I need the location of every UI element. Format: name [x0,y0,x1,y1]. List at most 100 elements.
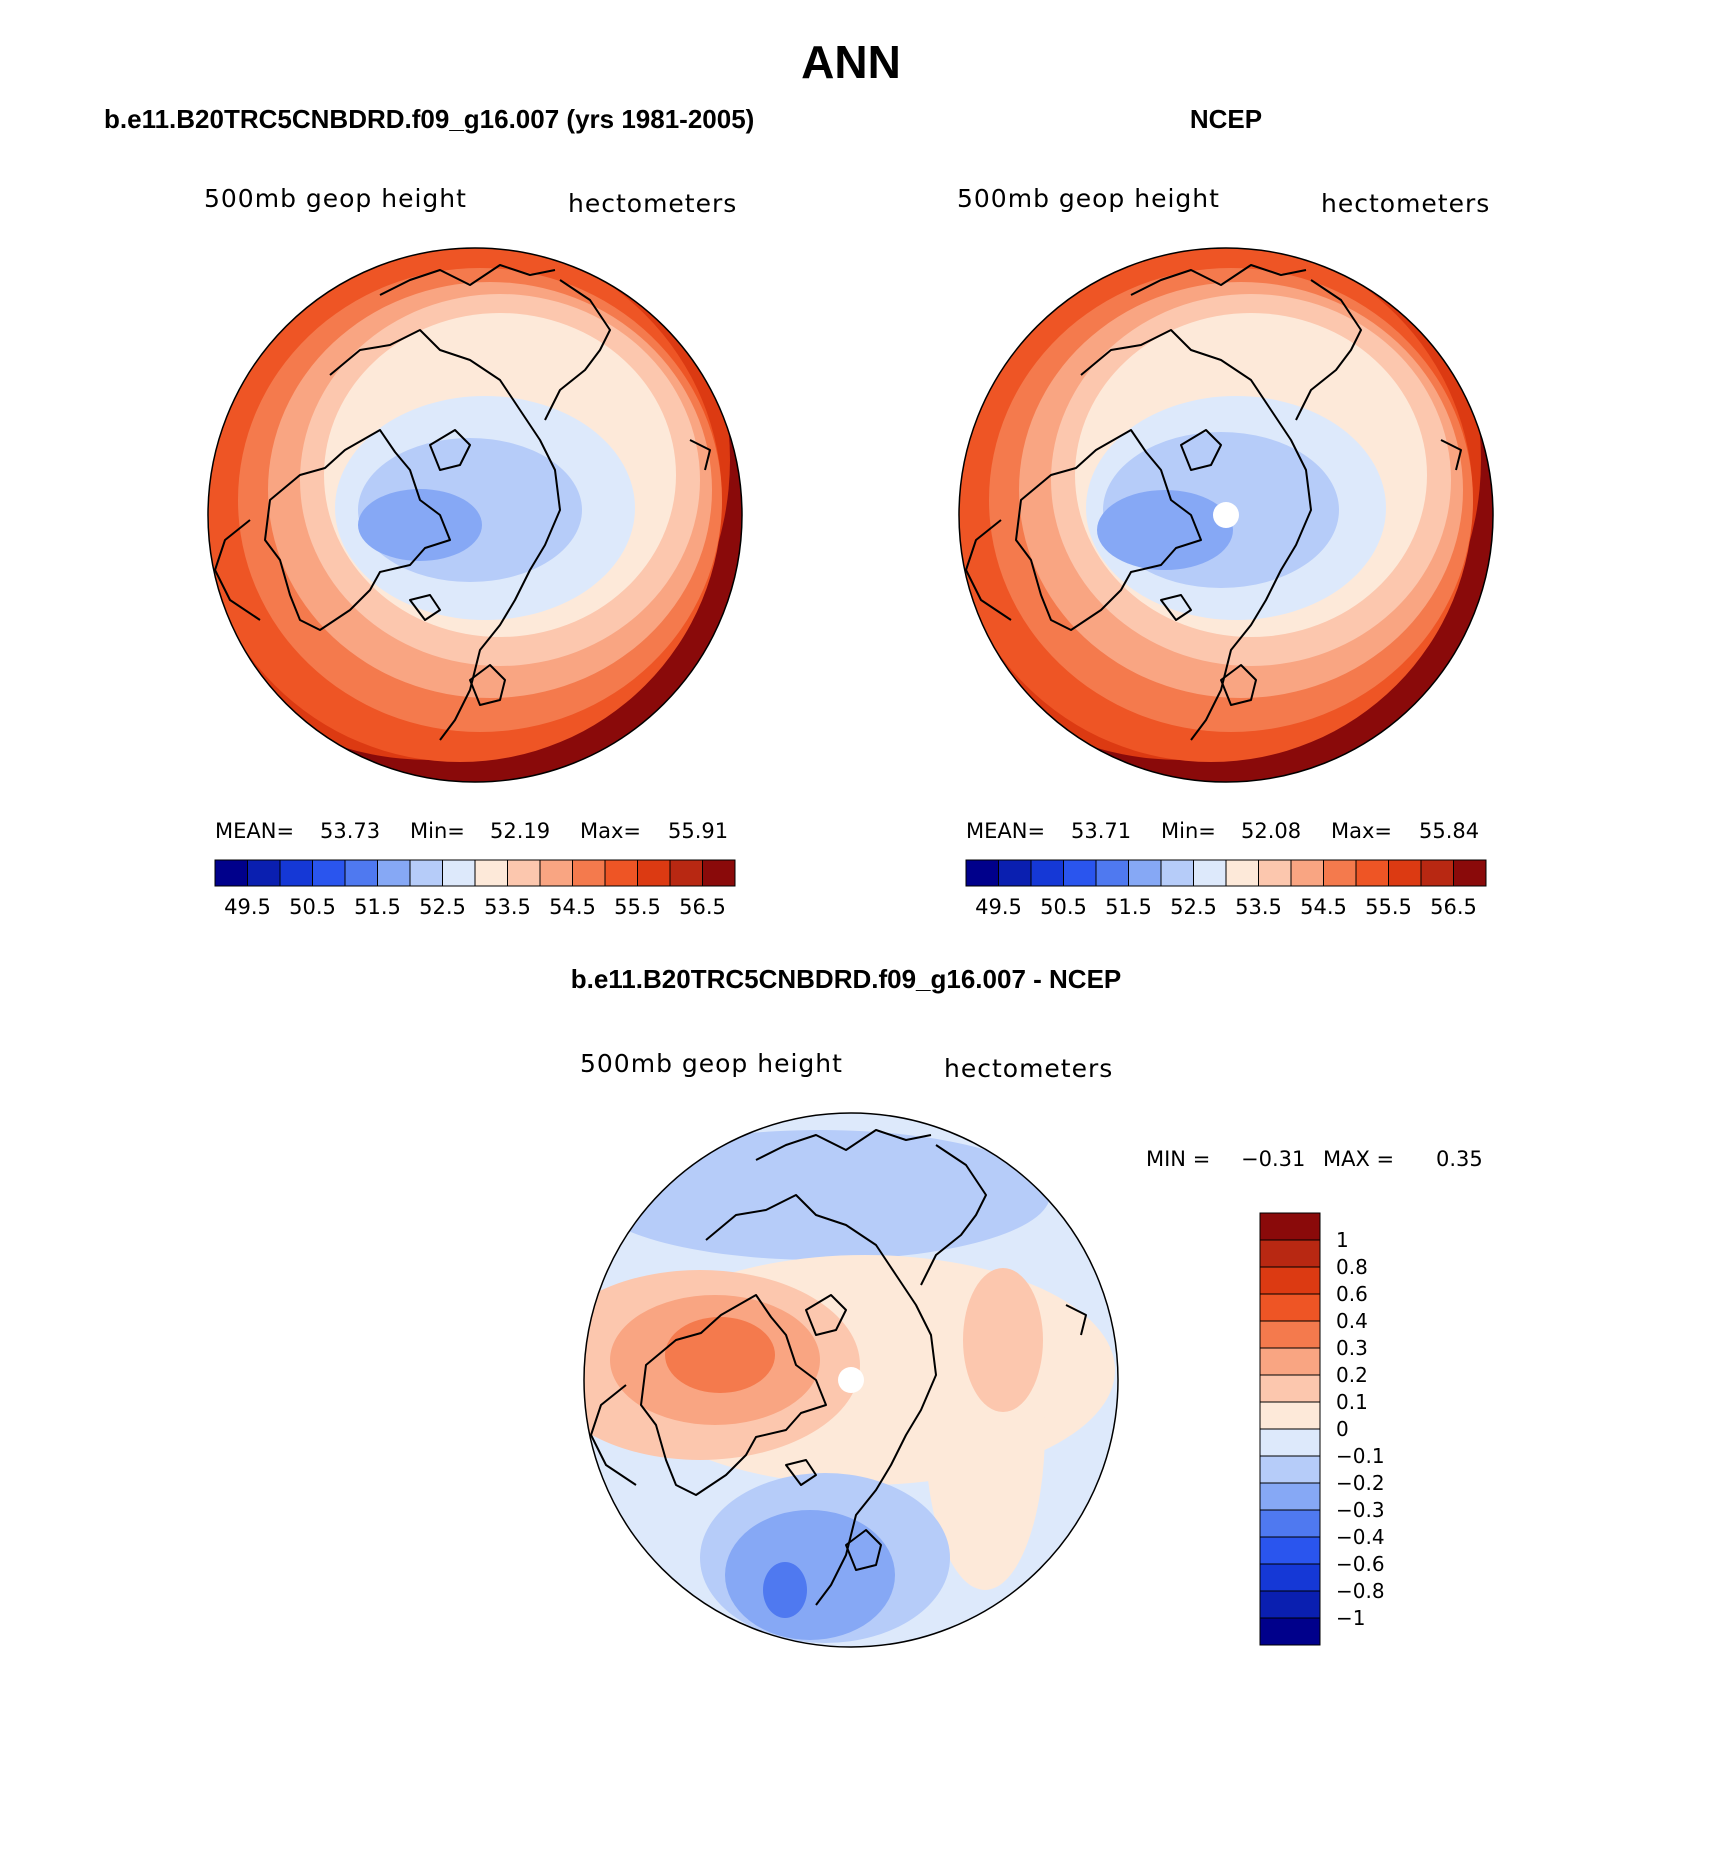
max-label: Max= [580,819,641,843]
colorbar-swatch [1259,1320,1321,1349]
colorbar-tick-label: 49.5 [975,895,1022,919]
colorbar-tick-label: 1 [1336,1228,1349,1252]
colorbar-tick-label: 56.5 [679,895,726,919]
colorbar-swatch [1290,859,1324,887]
mean-value: 53.71 [1071,819,1131,843]
colorbar-tick-label: 0.1 [1336,1390,1368,1414]
colorbar-swatch [1259,1293,1321,1322]
colorbar-swatch [1259,1617,1321,1646]
colorbar-tick-label: −0.2 [1336,1471,1385,1495]
colorbar-labels: 1 0.8 0.6 0.4 0.3 0.2 0.1 0 −0.1 −0.2 −0.3 −0.4 −0.6… [1336,1228,1385,1630]
contour-band [763,1562,807,1618]
units-label: hectometers [944,1054,1113,1083]
colorbar-swatch [1323,859,1357,887]
contour-band [358,489,482,561]
figure-title: ANN [801,36,901,88]
min-label: Min= [1161,819,1216,843]
colorbar-swatch [1258,859,1292,887]
max-label: Max= [1331,819,1392,843]
colorbar-tick-label: −0.4 [1336,1525,1385,1549]
map-border [207,247,743,783]
colorbar-swatch [702,859,736,887]
map-border [958,247,1494,783]
colorbar-swatch [1259,1509,1321,1538]
colorbar-swatch [344,859,378,887]
colorbar [1259,1212,1321,1646]
colorbar-swatch [442,859,476,887]
colorbar-swatch [1388,859,1422,887]
colorbar [214,859,736,887]
colorbar-tick-label: 51.5 [1105,895,1152,919]
colorbar-tick-label: 49.5 [224,895,271,919]
colorbar-tick-label: 55.5 [614,895,661,919]
panel-header: NCEP [1190,104,1262,134]
colorbar-tick-label: 50.5 [1040,895,1087,919]
colorbar-swatch [539,859,573,887]
panel-header: b.e11.B20TRC5CNBDRD.f09_g16.007 (yrs 198… [104,104,754,134]
colorbar-swatch [1128,859,1162,887]
colorbar-tick-label: 55.5 [1365,895,1412,919]
colorbar-tick-label: −0.6 [1336,1552,1385,1576]
contour-band [963,1268,1043,1412]
coastlines [590,1129,1087,1606]
colorbar-swatch [998,859,1032,887]
min-label: MIN = [1146,1147,1210,1171]
units-label: hectometers [568,189,737,218]
colorbar-swatch [1259,1590,1321,1619]
colorbar-swatch [1259,1374,1321,1403]
colorbar-tick-label: −0.3 [1336,1498,1385,1522]
stats-line: MEAN= 53.71 Min= 52.08 Max= 55.84 [966,819,1479,843]
colorbar-tick-label: 0.8 [1336,1255,1368,1279]
colorbar-swatch [1259,1563,1321,1592]
colorbar-tick-label: 54.5 [549,895,596,919]
colorbar-swatch [1259,1536,1321,1565]
stats-line: MIN = −0.31 MAX = 0.35 [1146,1147,1483,1171]
colorbar [965,859,1487,887]
colorbar-tick-label: 50.5 [289,895,336,919]
colorbar-tick-label: 53.5 [484,895,531,919]
colorbar-tick-label: −0.1 [1336,1444,1385,1468]
colorbar-tick-label: 51.5 [354,895,401,919]
colorbar-swatch [604,859,638,887]
variable-label: 500mb geop height [204,184,467,213]
mean-label: MEAN= [215,819,294,843]
panel-obs: NCEP 500mb geop height hectometers [957,104,1494,919]
colorbar-swatch [1259,1401,1321,1430]
colorbar-swatch [1259,1455,1321,1484]
colorbar-labels: 49.5 50.5 51.5 52.5 53.5 54.5 55.5 56.5 [224,895,726,919]
units-label: hectometers [1321,189,1490,218]
map-border [583,1112,1119,1648]
colorbar-swatch [669,859,703,887]
colorbar-swatch [247,859,281,887]
colorbar-tick-label: 0.4 [1336,1309,1368,1333]
colorbar-swatch [1193,859,1227,887]
colorbar-swatch [377,859,411,887]
min-value: 52.08 [1241,819,1301,843]
pole-marker [1213,502,1239,528]
colorbar-swatch [279,859,313,887]
colorbar-swatch [409,859,443,887]
colorbar-tick-label: 0 [1336,1417,1349,1441]
max-value: 0.35 [1436,1147,1483,1171]
colorbar-tick-label: −0.8 [1336,1579,1385,1603]
colorbar-swatch [312,859,346,887]
coastlines [214,264,711,741]
colorbar-tick-label: 0.3 [1336,1336,1368,1360]
panel-header: b.e11.B20TRC5CNBDRD.f09_g16.007 - NCEP [571,964,1122,994]
min-label: Min= [410,819,465,843]
polar-map [208,248,742,782]
colorbar-swatch [214,859,248,887]
contour-band [725,1510,895,1640]
min-value: 52.19 [490,819,550,843]
panel-difference: b.e11.B20TRC5CNBDRD.f09_g16.007 - NCEP 5… [571,964,1483,1648]
colorbar-swatch [1063,859,1097,887]
colorbar-tick-label: 53.5 [1235,895,1282,919]
colorbar-swatch [1453,859,1487,887]
colorbar-tick-label: 52.5 [1170,895,1217,919]
max-value: 55.84 [1419,819,1479,843]
colorbar-tick-label: 52.5 [419,895,466,919]
polar-map [584,1113,1118,1647]
coastlines [965,264,1462,741]
mean-value: 53.73 [320,819,380,843]
